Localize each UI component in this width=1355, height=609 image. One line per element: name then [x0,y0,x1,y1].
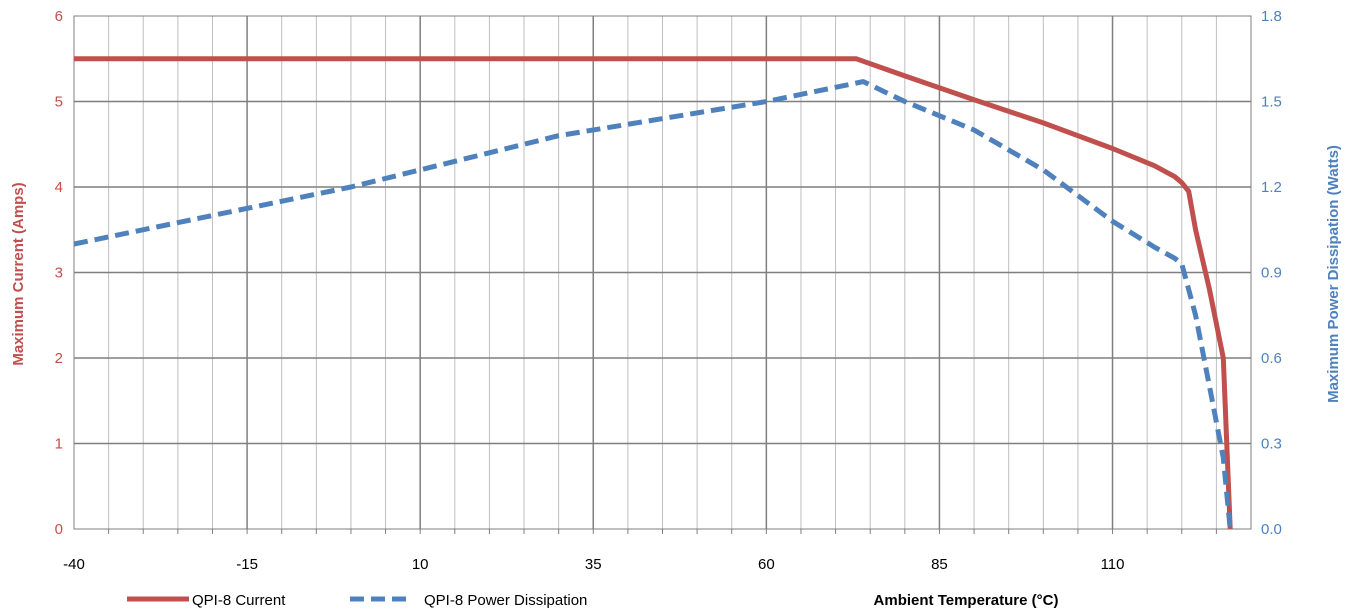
x-tick-label: 110 [1101,556,1125,573]
x-tick-label: -40 [63,556,85,573]
left-tick-label: 0 [55,521,63,538]
legend-label-current: QPI-8 Current [192,592,286,609]
left-axis-title: Maximum Current (Amps) [10,182,27,365]
left-tick-label: 4 [55,179,63,196]
x-tick-label: 85 [931,556,948,573]
left-axis-tick-labels: 0 1 2 3 4 5 6 [55,8,63,538]
left-tick-label: 3 [55,265,63,282]
left-tick-label: 1 [55,436,63,453]
right-tick-label: 0.9 [1261,265,1282,282]
right-axis-title: Maximum Power Dissipation (Watts) [1325,145,1342,403]
major-gridlines [74,16,1251,534]
plot-area-frame [73,15,1252,530]
left-tick-label: 6 [55,8,63,25]
series-line-power [73,79,1233,530]
right-tick-label: 0.6 [1261,350,1282,367]
right-tick-label: 0.3 [1261,436,1282,453]
x-axis-tick-labels: -40 -15 10 35 60 85 110 [63,556,1124,573]
right-tick-label: 1.2 [1261,179,1282,196]
left-tick-label: 5 [55,94,63,111]
x-axis-title: Ambient Temperature (°C) [874,592,1059,609]
right-tick-label: 1.5 [1261,94,1282,111]
right-tick-label: 0.0 [1261,521,1282,538]
series-line-current [74,56,1233,530]
legend-label-power: QPI-8 Power Dissipation [424,592,587,609]
x-tick-label: 10 [412,556,429,573]
right-axis-tick-labels: 0.0 0.3 0.6 0.9 1.2 1.5 1.8 [1261,8,1282,538]
x-tick-label: 60 [758,556,775,573]
left-tick-label: 2 [55,350,63,367]
legend: QPI-8 Current QPI-8 Power Dissipation [127,592,587,609]
right-tick-label: 1.8 [1261,8,1282,25]
x-tick-label: -15 [236,556,258,573]
series-layer [73,56,1233,530]
x-tick-label: 35 [585,556,602,573]
